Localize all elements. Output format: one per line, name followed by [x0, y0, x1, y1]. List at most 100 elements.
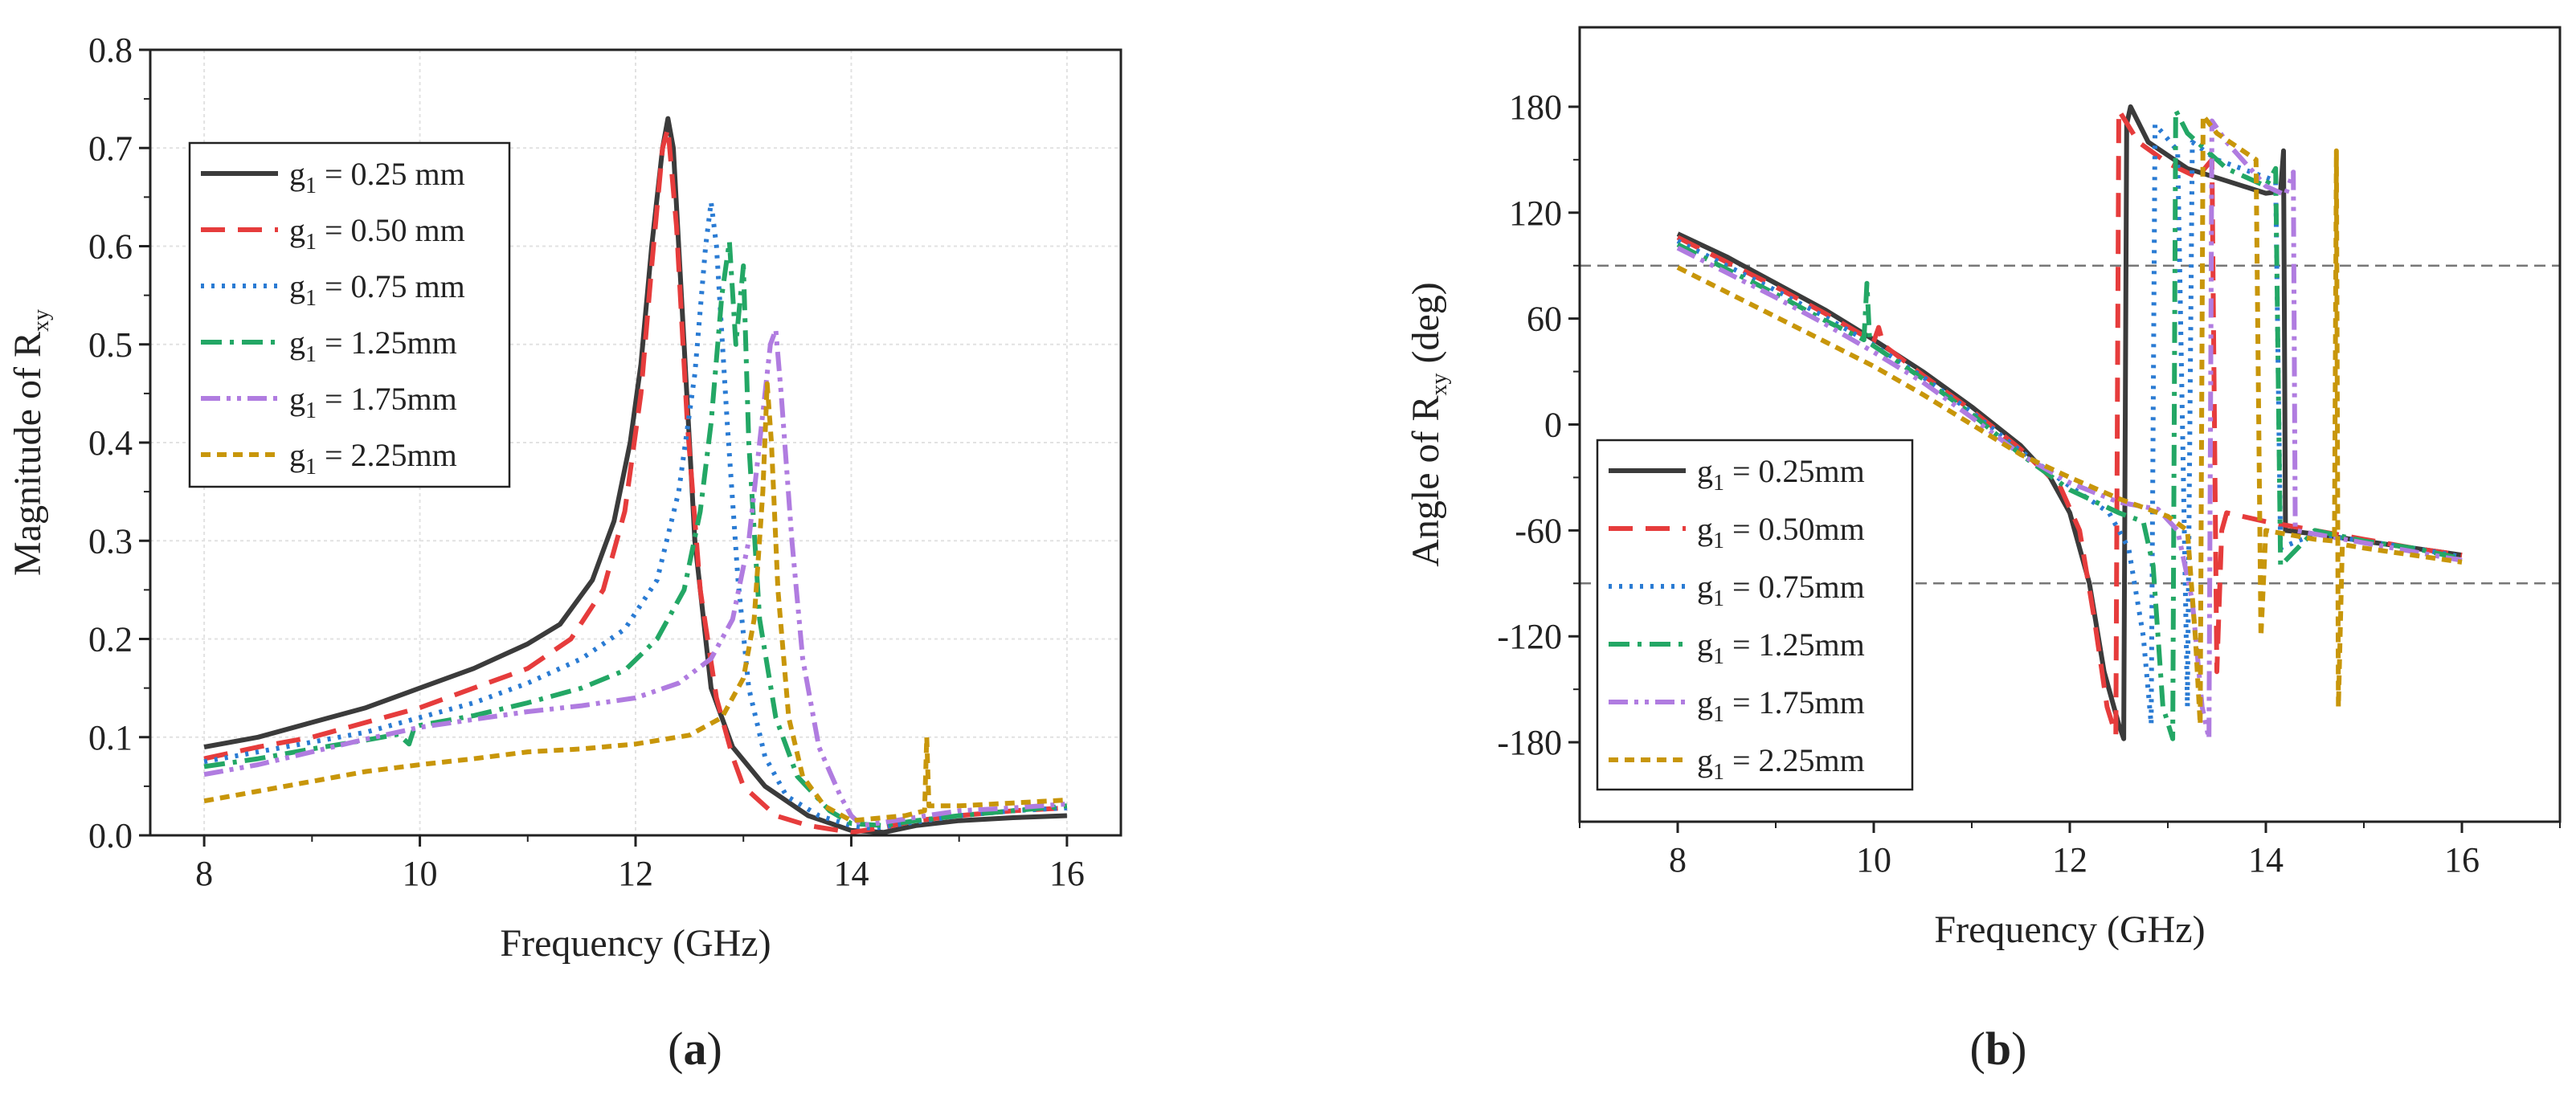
legend-label-suffix: = 0.50 mm — [317, 212, 465, 248]
panel-label-letter: a — [684, 1022, 707, 1075]
legend-label-suffix: = 0.75 mm — [317, 268, 465, 304]
legend-entry-6: g1 = 2.25mm — [289, 437, 457, 480]
legend-entry-1: g1 = 0.25 mm — [289, 156, 465, 198]
legend-label-sub: 1 — [305, 342, 317, 367]
legend-label-prefix: g — [289, 381, 305, 417]
legend-entry-1: g1 = 0.25mm — [1697, 453, 1865, 496]
panel-label-close: ) — [707, 1022, 722, 1075]
y-tick-label: 0.8 — [88, 31, 133, 70]
chart-panel-a: 8 10 12 14 16 0.0 0.1 0.2 0.3 0.4 0.5 0.6 0.7 0.8 Freq… — [6, 31, 1122, 1075]
y-axis-label-sub: xy — [29, 309, 54, 332]
legend-label-suffix: = 0.25mm — [1724, 453, 1865, 489]
legend-entry-3: g1 = 0.75mm — [1697, 569, 1865, 611]
legend-entry-4: g1 = 1.25mm — [1697, 627, 1865, 669]
x-axis-label: Frequency (GHz) — [500, 922, 771, 965]
panel-label: (a) — [668, 1022, 722, 1075]
legend-label-prefix: g — [1697, 684, 1713, 720]
series-line-2 — [1676, 108, 2463, 738]
y-axis-label: Angle of Rxy (deg) — [1405, 282, 1452, 567]
legend-label-prefix: g — [1697, 742, 1713, 778]
legend-label-prefix: g — [289, 268, 305, 304]
legend-label-prefix: g — [289, 156, 305, 192]
legend-label-prefix: g — [289, 212, 305, 248]
legend-label-prefix: g — [289, 325, 305, 361]
legend-label-prefix: g — [289, 437, 305, 473]
panel-label: (b) — [1970, 1022, 2027, 1075]
y-tick-label: 0.5 — [88, 325, 133, 365]
series-line-2 — [203, 125, 1068, 835]
legend-label-suffix: = 0.75mm — [1724, 569, 1865, 605]
legend-label-sub: 1 — [1713, 529, 1724, 553]
y-tick-label: 0.2 — [88, 620, 133, 659]
legend-label-sub: 1 — [305, 286, 317, 311]
legend-label-suffix: = 1.25mm — [1724, 627, 1865, 663]
legend-label-sub: 1 — [305, 230, 317, 255]
legend-label-suffix: = 2.25mm — [1724, 742, 1865, 778]
panel-label-letter: b — [1985, 1022, 2011, 1075]
legend-label-suffix: = 1.25mm — [317, 325, 457, 361]
legend-label-sub: 1 — [305, 173, 317, 198]
legend-label-prefix: g — [1697, 453, 1713, 489]
series-line-6 — [203, 381, 1068, 823]
series-line-6 — [1676, 112, 2463, 728]
legend-box — [188, 141, 511, 488]
legend-entry-3: g1 = 0.75 mm — [289, 268, 465, 311]
y-axis-label-suffix: (deg) — [1405, 282, 1447, 373]
y-tick-label: 180 — [1509, 88, 1562, 127]
x-tick-label: 14 — [2248, 840, 2284, 880]
legend-label-suffix: = 2.25mm — [317, 437, 457, 473]
legend-label-sub: 1 — [1713, 760, 1724, 785]
y-tick-label: 60 — [1527, 300, 1562, 339]
legend-label-suffix: = 0.25 mm — [317, 156, 465, 192]
legend-entry-4: g1 = 1.25mm — [289, 325, 457, 367]
x-tick-label: 10 — [1856, 840, 1891, 880]
x-axis-label: Frequency (GHz) — [1934, 908, 2205, 951]
legend-label-prefix: g — [1697, 569, 1713, 605]
legend-entry-2: g1 = 0.50mm — [1697, 511, 1865, 553]
legend-label-sub: 1 — [305, 455, 317, 480]
legend-box — [1596, 439, 1914, 791]
y-tick-label: 0.6 — [88, 227, 133, 267]
y-tick-label: 0.3 — [88, 521, 133, 561]
y-tick-label: 0.1 — [88, 718, 133, 757]
legend-entry-5: g1 = 1.75mm — [289, 381, 457, 423]
x-tick-label: 16 — [2444, 840, 2480, 880]
y-tick-label: 120 — [1509, 194, 1562, 233]
legend-label-suffix: = 1.75mm — [317, 381, 457, 417]
series-line-4 — [1676, 108, 2463, 741]
y-tick-label: -60 — [1515, 511, 1562, 550]
legend-entry-5: g1 = 1.75mm — [1697, 684, 1865, 727]
panel-label-open: ( — [1970, 1022, 1985, 1075]
y-tick-label: 0.0 — [88, 816, 133, 855]
y-axis-label-text: Magnitude of R — [6, 332, 49, 576]
y-tick-label: 0 — [1544, 406, 1562, 445]
y-tick-label: -120 — [1497, 617, 1562, 656]
legend-label-suffix: = 1.75mm — [1724, 684, 1865, 720]
panel-label-open: ( — [668, 1022, 683, 1075]
legend-label-sub: 1 — [1713, 644, 1724, 669]
y-tick-label: 0.7 — [88, 129, 133, 168]
y-tick-label: 0.4 — [88, 423, 133, 463]
x-tick-label: 16 — [1049, 854, 1085, 893]
x-tick-label: 8 — [195, 854, 213, 893]
legend-label-suffix: = 0.50mm — [1724, 511, 1865, 547]
x-tick-label: 8 — [1669, 840, 1687, 880]
chart-panel-b: 8 10 12 14 16 -180 -120 -60 0 60 120 180 Frequency (… — [1405, 26, 2562, 1075]
y-axis-label-sub: xy — [1427, 373, 1452, 395]
legend-entry-6: g1 = 2.25mm — [1697, 742, 1865, 785]
legend-label-prefix: g — [1697, 627, 1713, 663]
series-line-4 — [203, 239, 1068, 828]
x-tick-label: 10 — [403, 854, 438, 893]
legend-label-sub: 1 — [1713, 702, 1724, 727]
legend-label-sub: 1 — [1713, 586, 1724, 611]
x-tick-label: 12 — [618, 854, 653, 893]
x-tick-label: 14 — [833, 854, 869, 893]
y-axis-label-text: Angle of R — [1405, 395, 1447, 566]
y-axis-label: Magnitude of Rxy — [6, 309, 54, 576]
legend-label-prefix: g — [1697, 511, 1713, 547]
panel-label-close: ) — [2011, 1022, 2026, 1075]
x-tick-label: 12 — [2052, 840, 2087, 880]
legend-label-sub: 1 — [305, 398, 317, 423]
legend-label-sub: 1 — [1713, 471, 1724, 496]
